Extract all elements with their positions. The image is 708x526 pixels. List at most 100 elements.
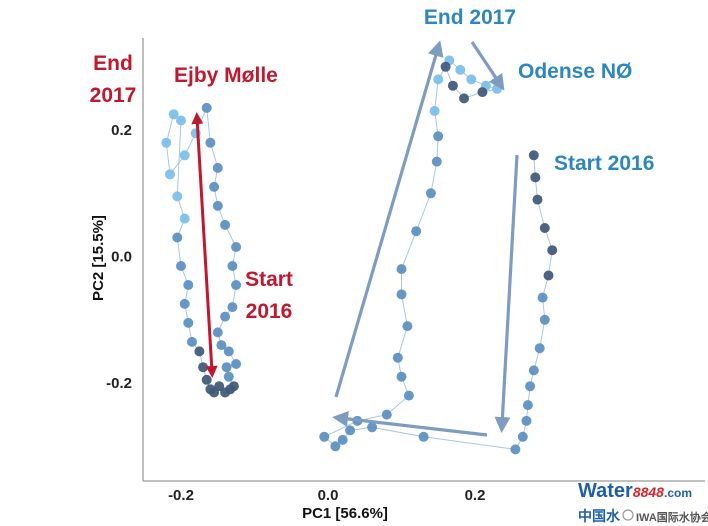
data-point [543,270,554,281]
data-point [231,242,242,252]
data-point [183,280,194,290]
y-axis-title: PC2 [15.5%] [90,215,107,301]
data-point [402,321,413,332]
data-point [367,422,378,433]
data-point [179,150,190,161]
data-point [201,374,212,385]
data-point [216,340,227,351]
data-point [194,346,205,357]
data-point [425,188,436,199]
watermark: Water8848.com 中国水 IWA国际水协会网 [578,480,708,524]
odense-arrow-up [334,40,444,398]
data-points [161,55,558,455]
watermark-brand-suffix: .com [664,486,692,500]
data-point [212,162,223,173]
watermark-brand-num: 8848 [633,484,664,500]
data-point [161,137,172,148]
data-point [381,409,392,420]
data-point [223,371,234,382]
data-point [214,381,225,392]
data-point [231,359,242,369]
wechat-icon [622,509,634,521]
tick-labels: -0.2 0.0 0.2 0.2 0.0 -0.2 [106,122,485,504]
data-point [431,156,442,167]
data-point [223,346,234,357]
data-point [228,381,239,392]
data-point [525,381,536,392]
ejby-end-label-line1: End [93,52,133,75]
series-line [323,59,553,450]
odense-start-label: Start 2016 [554,152,654,175]
data-point [183,317,194,328]
odense-arrow-down [494,154,519,433]
data-point [209,181,220,192]
data-point [165,169,175,180]
data-point [345,425,356,436]
ejby-name-label: Ejby Mølle [174,64,278,87]
data-point [231,280,242,290]
data-point [539,314,550,325]
data-point [212,200,223,211]
data-point [429,106,440,116]
data-point [205,137,216,148]
data-point [221,362,232,373]
x-tick-label: 0.2 [465,487,486,504]
odense-arrows [332,40,519,437]
data-point [433,74,444,85]
data-point [466,74,477,85]
annotations: End 2017 Ejby Mølle Start 2016 End 2017 … [90,6,655,323]
y-tick-label: 0.2 [111,122,132,139]
data-point [537,292,548,303]
data-point [187,336,197,347]
data-point [220,311,231,322]
data-point [534,343,545,354]
data-point [440,61,451,72]
axes [142,38,705,482]
data-point [396,289,407,300]
data-point [212,327,223,338]
data-point [198,362,209,373]
data-point [179,298,190,309]
ejby-start-label-line2: 2016 [246,300,293,323]
data-point [528,150,539,161]
data-point [447,80,458,91]
x-axis-title: PC1 [56.6%] [302,505,388,522]
data-point [532,194,543,205]
y-tick-label: 0.0 [111,249,132,266]
data-point [396,371,407,382]
data-point [176,261,186,271]
odense-arrow-right [470,41,505,91]
ejby-double-arrow [191,112,218,378]
data-point [492,83,503,94]
data-point [528,365,539,376]
data-point [433,131,444,142]
y-tick-label: -0.2 [106,375,132,392]
ejby-arrow [191,112,218,378]
data-point [477,87,488,98]
data-point [168,109,179,120]
data-point [227,302,238,313]
data-point [510,444,521,455]
data-point [330,441,341,452]
data-point [319,431,330,442]
data-point [201,102,212,113]
data-point [530,172,541,183]
data-point [392,352,403,363]
data-point [411,226,422,237]
odense-name-label: Odense NØ [518,60,632,83]
data-point [418,431,429,442]
watermark-brand-main: Water [578,480,633,502]
data-point [227,261,238,271]
data-point [522,400,533,411]
data-point [172,232,183,243]
data-point [517,431,528,442]
watermark-sub-left: 中国水 [578,508,621,524]
ejby-start-label-line1: Start [245,268,293,291]
watermark-sub-right: IWA国际水协会网 [636,510,708,524]
odense-end-label: End 2017 [424,6,516,29]
data-point [396,264,407,275]
data-point [403,390,414,401]
data-point [521,415,532,426]
data-point [539,223,550,233]
